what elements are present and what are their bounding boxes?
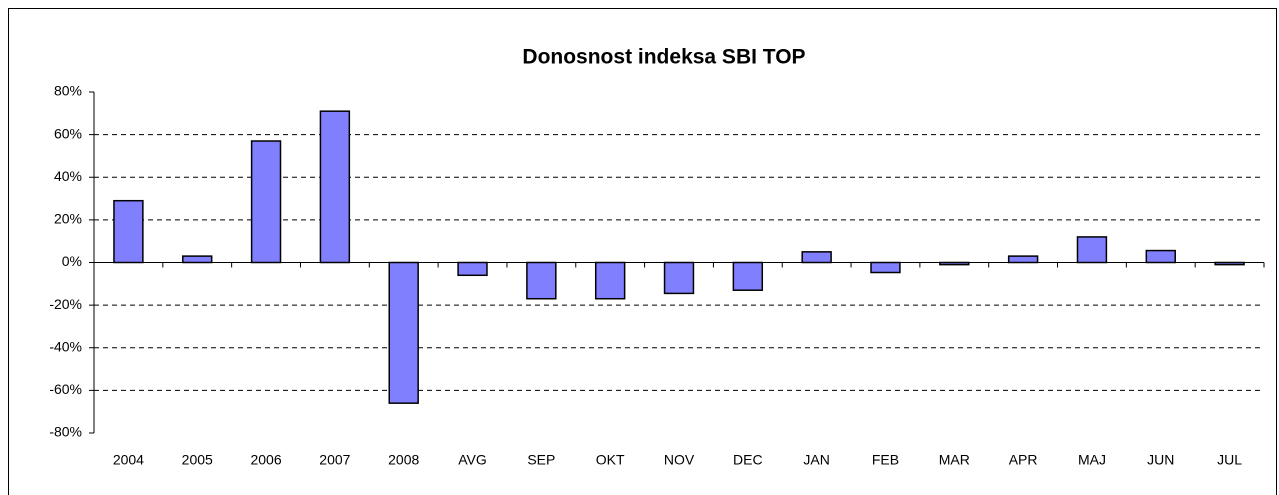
x-tick-label: MAR	[939, 452, 970, 468]
x-tick-label: APR	[1009, 452, 1038, 468]
bar	[1145, 249, 1176, 264]
x-tick-label: JAN	[803, 452, 829, 468]
x-tick-label: 2005	[182, 452, 213, 468]
bar	[457, 261, 488, 277]
x-tick-label: FEB	[872, 452, 899, 468]
bar	[1076, 236, 1108, 264]
bar	[113, 199, 144, 264]
bar	[663, 261, 695, 295]
x-tick-label: AVG	[458, 452, 487, 468]
y-tick-label: 40%	[54, 168, 82, 184]
bar	[182, 255, 213, 264]
bar	[732, 261, 764, 291]
bar	[319, 110, 351, 264]
y-tick-label: 80%	[54, 83, 82, 99]
x-tick-label: NOV	[664, 452, 695, 468]
bar	[594, 261, 626, 300]
x-tick-label: MAJ	[1078, 452, 1106, 468]
bar	[1007, 255, 1039, 264]
x-tick-label: JUL	[1217, 452, 1242, 468]
x-tick-label: SEP	[527, 452, 555, 468]
y-tick-label: -40%	[49, 338, 82, 354]
x-tick-label: OKT	[596, 452, 625, 468]
bar	[870, 261, 901, 274]
x-tick-label: JUN	[1147, 452, 1174, 468]
x-tick-label: 2004	[113, 452, 144, 468]
y-tick-label: 20%	[54, 211, 82, 227]
bar	[388, 261, 419, 404]
x-tick-label: 2006	[250, 452, 281, 468]
bar	[250, 140, 282, 264]
bar	[801, 251, 832, 264]
y-tick-label: -80%	[49, 424, 82, 440]
x-tick-label: DEC	[733, 452, 763, 468]
y-tick-label: 60%	[54, 125, 82, 141]
chart-title: Donosnost indeksa SBI TOP	[522, 46, 805, 69]
bar	[526, 261, 557, 300]
y-tick-label: -20%	[49, 296, 82, 312]
x-tick-label: 2007	[319, 452, 350, 468]
y-tick-label: 0%	[62, 253, 82, 269]
chart-border	[8, 8, 1277, 495]
x-tick-label: 2008	[388, 452, 419, 468]
y-tick-label: -60%	[49, 381, 82, 397]
